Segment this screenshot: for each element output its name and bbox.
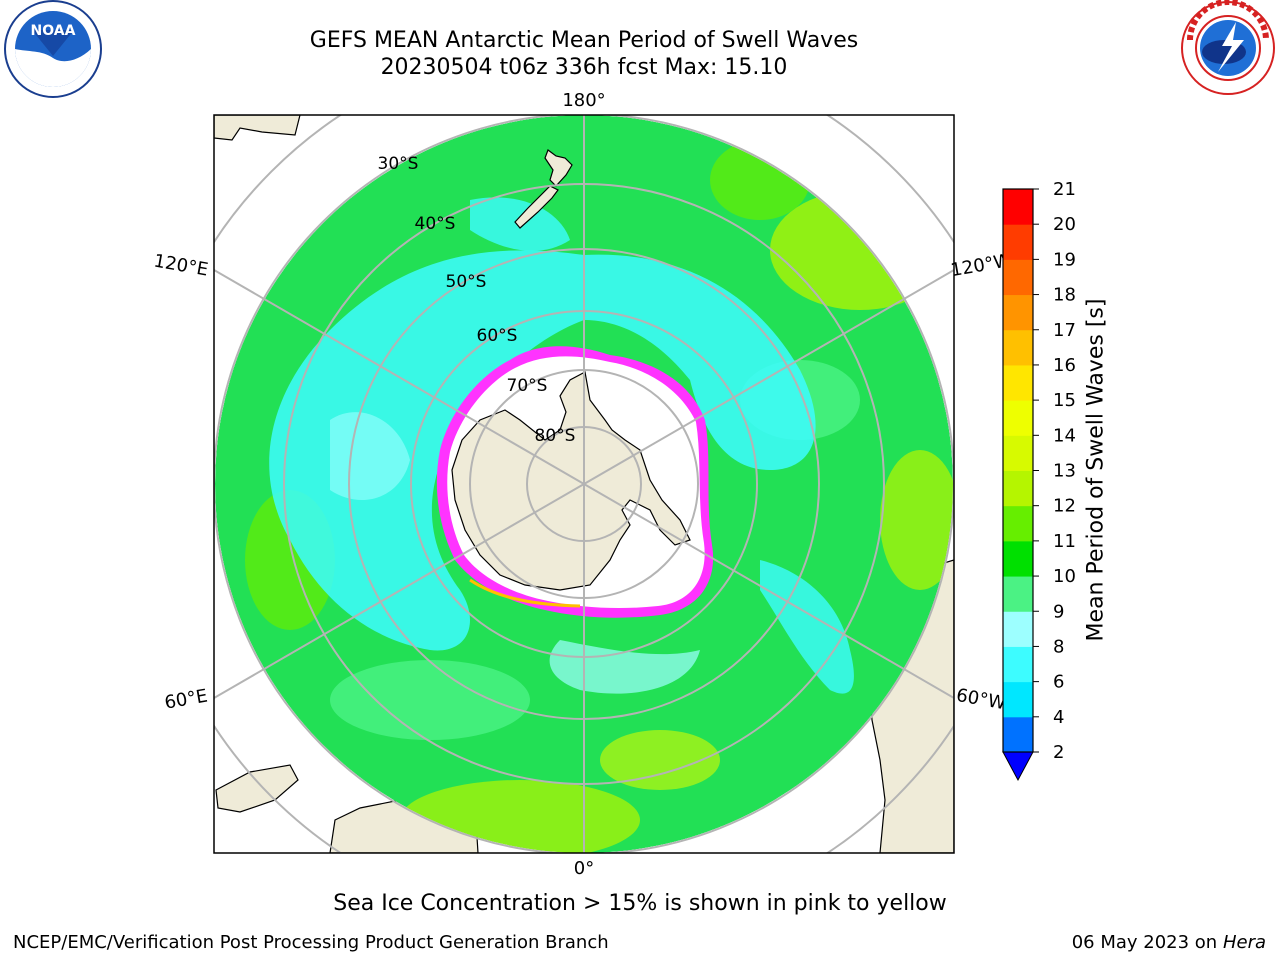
colorbar-cell — [1003, 364, 1033, 401]
colorbar-cell — [1003, 576, 1033, 612]
lon-label-60e: 60°E — [163, 685, 209, 713]
colorbar-tick-label: 8 — [1053, 636, 1064, 657]
colorbar-tick-label: 13 — [1053, 461, 1076, 482]
colorbar-tick-label: 4 — [1053, 707, 1064, 728]
colorbar-tick-label: 11 — [1053, 531, 1076, 552]
colorbar-under-triangle — [1002, 751, 1034, 782]
colorbar-cell — [1003, 716, 1033, 753]
noaa-logo-text: NOAA — [31, 23, 76, 39]
footer-date: 06 May 2023 on Hera — [1072, 932, 1266, 953]
sea-ice-note: Sea Ice Concentration > 15% is shown in … — [333, 891, 947, 916]
colorbar-tick-label: 20 — [1053, 214, 1076, 235]
lon-label-120e: 120°E — [152, 250, 210, 280]
madagascar-island — [215, 764, 299, 813]
colorbar-cell — [1003, 400, 1033, 436]
lat-label-80s: 80°S — [535, 426, 576, 446]
colorbar-tick-label: 10 — [1053, 566, 1076, 587]
lon-label-180: 180° — [562, 90, 605, 111]
colorbar-tick-label: 6 — [1053, 672, 1064, 693]
colorbar-cell — [1003, 189, 1033, 225]
footer-date-text: 06 May 2023 on — [1071, 932, 1218, 953]
colorbar-cell — [1003, 224, 1033, 260]
lat-label-40s: 40°S — [415, 214, 456, 234]
lat-label-60s: 60°S — [477, 326, 518, 346]
colorbar-cell — [1003, 646, 1033, 683]
noaa-logo-icon: NOAA — [4, 0, 102, 98]
colorbar-tick-label: 9 — [1053, 601, 1064, 622]
colorbar-tick-label: 12 — [1053, 496, 1076, 517]
colorbar-cell — [1003, 505, 1033, 542]
colorbar-tick-label: 19 — [1053, 249, 1076, 270]
antarctica-continent — [451, 371, 691, 591]
ice-fringe-yellow — [469, 578, 581, 608]
colorbar-label: Mean Period of Swell Waves [s] — [1083, 298, 1109, 642]
nws-logo-icon — [1181, 0, 1275, 95]
colorbar-tick-label: 16 — [1053, 355, 1076, 376]
colorbar-cell — [1003, 435, 1033, 471]
colorbar-tick-label: 21 — [1053, 180, 1076, 200]
lon-label-0: 0° — [574, 858, 594, 879]
colorbar: 2 4 6 8 9 10 11 12 13 14 15 16 17 18 19 20 21 — [1002, 180, 1076, 782]
chart-title: GEFS MEAN Antarctic Mean Period of Swell… — [309, 28, 859, 53]
footer-organization: NCEP/EMC/Verification Post Processing Pr… — [13, 932, 609, 953]
colorbar-cell — [1003, 470, 1033, 507]
chart-subtitle: 20230504 t06z 336h fcst Max: 15.10 — [380, 55, 788, 80]
new-zealand-north-island — [544, 149, 573, 187]
colorbar-cell — [1003, 681, 1033, 718]
lat-label-30s: 30°S — [378, 154, 419, 174]
colorbar-tick-label: 14 — [1053, 425, 1076, 446]
colorbar-cell — [1003, 294, 1033, 331]
colorbar-cell — [1003, 259, 1033, 296]
colorbar-tick-label: 17 — [1053, 320, 1076, 341]
map-frame — [213, 114, 955, 854]
colorbar-cell — [1003, 611, 1033, 647]
colorbar-cell — [1003, 329, 1033, 366]
australia-landmass — [214, 115, 301, 141]
colorbar-tick-label: 2 — [1053, 742, 1064, 763]
footer-host: Hera — [1222, 932, 1266, 953]
lat-label-70s: 70°S — [507, 376, 548, 396]
graticule — [214, 115, 954, 853]
lat-label-50s: 50°S — [446, 272, 487, 292]
colorbar-tick-label: 18 — [1053, 285, 1076, 306]
colorbar-cell — [1003, 540, 1033, 577]
colorbar-tick-label: 15 — [1053, 390, 1076, 411]
